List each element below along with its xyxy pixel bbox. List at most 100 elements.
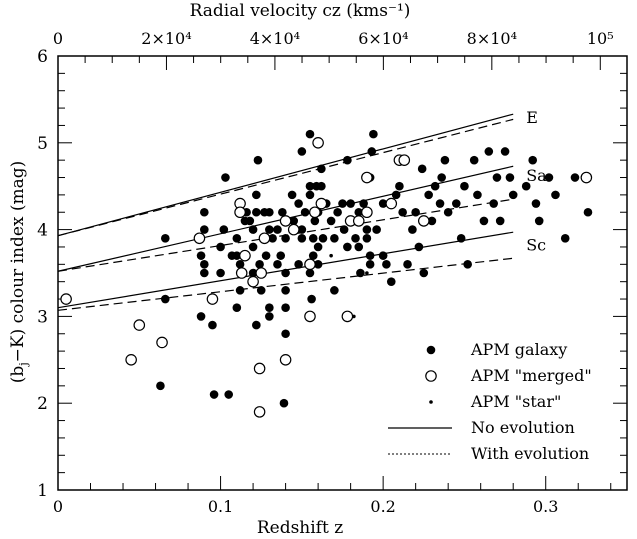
- point-merged: [247, 275, 259, 288]
- y-tick-label: 3: [37, 307, 48, 327]
- x-tick-label: 0.2: [370, 497, 395, 516]
- point-galaxy: [362, 225, 372, 234]
- point-merged: [60, 293, 72, 305]
- point-galaxy: [308, 251, 318, 260]
- point-galaxy: [221, 173, 230, 182]
- point-galaxy: [308, 233, 318, 243]
- point-merged: [361, 171, 373, 184]
- line-label-sa: Sa: [526, 166, 547, 185]
- top-tick-label: 4×10⁴: [250, 29, 300, 48]
- point-merged: [315, 197, 328, 210]
- point-galaxy: [305, 268, 315, 278]
- point-galaxy: [287, 190, 297, 200]
- point-galaxy: [367, 147, 377, 156]
- point-galaxy: [252, 320, 261, 330]
- point-galaxy: [351, 233, 360, 243]
- legend-label: APM "merged": [470, 366, 592, 385]
- top-axis-title: Radial velocity cz (kms⁻¹): [190, 1, 411, 21]
- point-galaxy: [463, 260, 472, 269]
- point-galaxy: [424, 190, 433, 200]
- point-galaxy: [330, 233, 339, 243]
- point-galaxy: [534, 216, 544, 226]
- model-line-e-evolution: [57, 118, 514, 237]
- point-galaxy: [265, 312, 274, 321]
- top-tick-label: 6×10⁴: [358, 29, 408, 48]
- legend-label: With evolution: [471, 444, 589, 463]
- point-galaxy: [252, 207, 261, 217]
- point-galaxy: [551, 190, 560, 200]
- point-galaxy: [313, 260, 323, 269]
- point-galaxy: [208, 320, 217, 330]
- point-galaxy: [268, 233, 277, 243]
- point-galaxy: [318, 233, 328, 243]
- x-tick-label: 0: [53, 497, 63, 516]
- point-galaxy: [305, 190, 315, 200]
- point-merged: [193, 232, 206, 245]
- point-galaxy: [365, 251, 375, 260]
- point-merged: [234, 206, 246, 219]
- point-merged: [398, 154, 411, 166]
- y-tick-label: 6: [37, 47, 48, 67]
- point-galaxy: [469, 155, 479, 165]
- point-galaxy: [479, 216, 489, 226]
- point-galaxy: [196, 312, 206, 321]
- point-galaxy: [216, 242, 225, 252]
- point-star: [329, 253, 333, 258]
- point-galaxy: [256, 286, 266, 295]
- point-galaxy: [297, 147, 307, 156]
- point-galaxy: [265, 207, 274, 217]
- point-galaxy: [395, 181, 404, 191]
- point-galaxy: [437, 173, 446, 182]
- point-galaxy: [398, 207, 407, 217]
- point-galaxy: [505, 173, 515, 182]
- point-merged: [279, 215, 292, 227]
- point-galaxy: [281, 233, 290, 243]
- point-galaxy: [265, 303, 274, 313]
- point-galaxy: [346, 199, 355, 208]
- point-galaxy: [289, 216, 299, 226]
- point-galaxy: [403, 260, 412, 269]
- legend-marker-galaxy: [426, 345, 436, 355]
- point-galaxy: [276, 251, 286, 260]
- point-galaxy: [232, 303, 242, 313]
- point-galaxy: [253, 155, 263, 165]
- point-galaxy: [235, 286, 245, 295]
- point-galaxy: [333, 207, 342, 217]
- point-galaxy: [378, 251, 388, 260]
- point-merged: [309, 206, 321, 219]
- point-galaxy: [232, 251, 242, 260]
- line-label-sc: Sc: [526, 235, 546, 254]
- point-galaxy: [528, 155, 538, 165]
- point-galaxy: [473, 190, 482, 200]
- data-points: [60, 129, 593, 418]
- point-galaxy: [338, 199, 347, 208]
- point-merged: [304, 258, 316, 271]
- point-galaxy: [200, 207, 209, 217]
- point-galaxy: [419, 268, 429, 278]
- point-galaxy: [500, 147, 510, 156]
- point-galaxy: [495, 216, 505, 226]
- point-merged: [235, 267, 248, 279]
- line-label-e: E: [526, 108, 538, 127]
- point-merged: [133, 319, 146, 331]
- point-galaxy: [365, 260, 375, 269]
- point-galaxy: [386, 277, 396, 286]
- point-galaxy: [248, 225, 258, 234]
- point-merged: [385, 197, 398, 210]
- point-galaxy: [273, 260, 282, 269]
- y-axis-title: (bj−K) colour index (mag): [8, 161, 30, 384]
- point-galaxy: [427, 216, 437, 226]
- point-galaxy: [372, 225, 381, 234]
- point-merged: [279, 353, 292, 366]
- point-galaxy: [317, 164, 326, 174]
- point-galaxy: [362, 233, 372, 243]
- point-merged: [239, 249, 251, 262]
- point-galaxy: [310, 216, 320, 226]
- point-galaxy: [378, 199, 388, 208]
- point-galaxy: [281, 268, 290, 278]
- point-galaxy: [443, 207, 453, 217]
- point-galaxy: [408, 225, 417, 234]
- point-galaxy: [261, 251, 271, 260]
- point-galaxy: [343, 155, 352, 165]
- point-galaxy: [279, 398, 289, 408]
